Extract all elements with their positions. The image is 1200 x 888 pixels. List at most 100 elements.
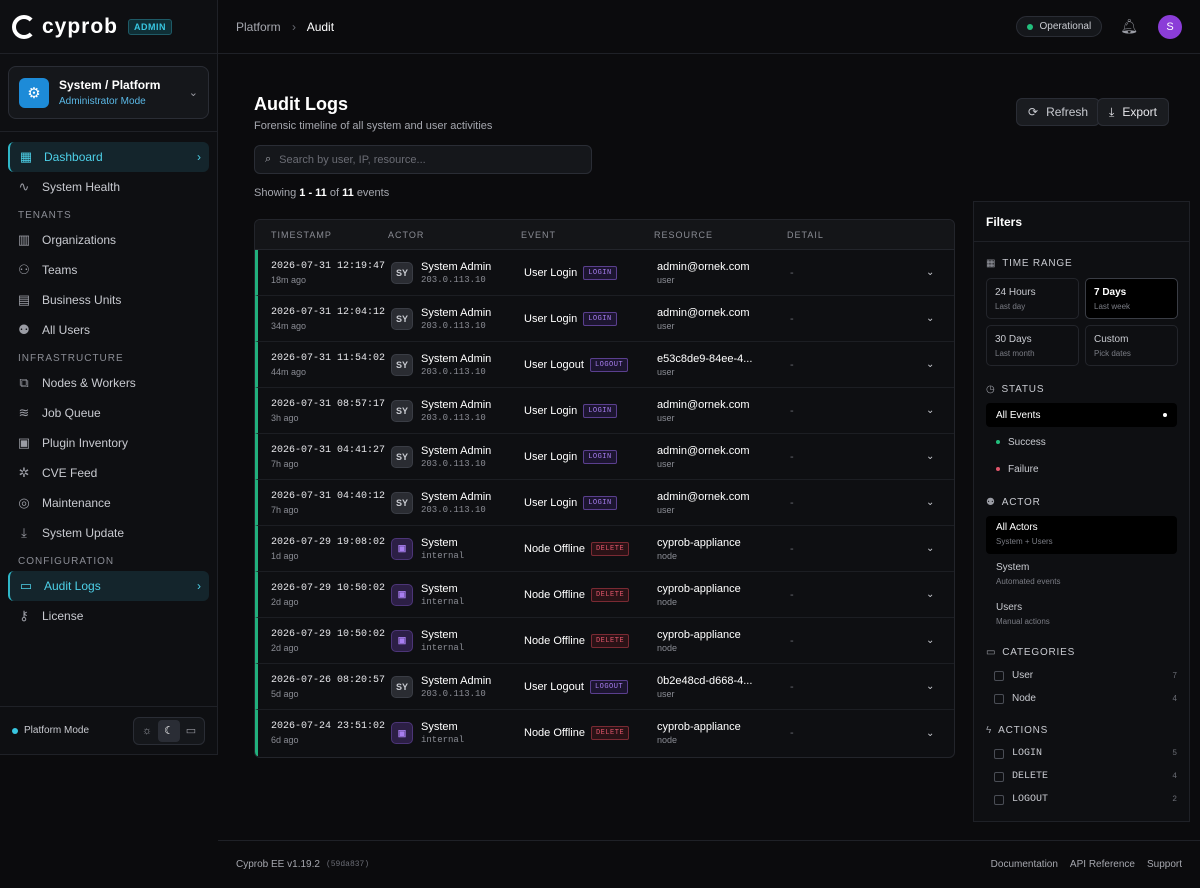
- chevron-down-icon[interactable]: ⌄: [926, 589, 935, 600]
- timestamp-cell: 2026-07-31 08:57:17 3h ago: [258, 399, 391, 423]
- table-row[interactable]: 2026-07-31 08:57:17 3h ago SY System Admin 2…: [255, 388, 954, 434]
- actor-option-users[interactable]: Users Manual actions: [986, 596, 1177, 634]
- event-action-badge: LOGIN: [583, 495, 617, 510]
- brand[interactable]: cyprob ADMIN: [0, 0, 217, 54]
- category-user-checkbox[interactable]: User 7: [994, 664, 1177, 687]
- sidebar-item-system-update[interactable]: ⤓ System Update: [8, 518, 209, 548]
- timestamp: 2026-07-31 12:19:47: [271, 260, 386, 272]
- sidebar-item-job-queue[interactable]: ≋ Job Queue: [8, 398, 209, 428]
- refresh-button[interactable]: ⟳ Refresh: [1016, 98, 1101, 126]
- sidebar-item-organizations[interactable]: ▥ Organizations: [8, 225, 209, 255]
- table-row[interactable]: 2026-07-31 12:04:12 34m ago SY System Admin…: [255, 296, 954, 342]
- sidebar-item-cve-feed[interactable]: ✲ CVE Feed: [8, 458, 209, 488]
- sidebar-item-nodes-workers[interactable]: ⧉ Nodes & Workers: [8, 368, 209, 398]
- footer-link-support[interactable]: Support: [1146, 859, 1182, 870]
- moon-icon[interactable]: ☾: [158, 719, 180, 742]
- chevron-down-icon[interactable]: ⌄: [926, 635, 935, 646]
- bell-icon[interactable]: 🔔︎: [1120, 18, 1138, 34]
- actor-option-system[interactable]: System Automated events: [986, 556, 1177, 594]
- chevron-down-icon[interactable]: ⌄: [926, 405, 935, 416]
- checkbox[interactable]: [994, 771, 1004, 782]
- table-row[interactable]: 2026-07-31 04:40:12 7h ago SY System Admin 2…: [255, 480, 954, 526]
- checkbox[interactable]: [994, 748, 1004, 759]
- column-header-actor[interactable]: ACTOR: [388, 229, 425, 240]
- table-row[interactable]: 2026-07-29 19:08:02 1d ago ▣ System internal…: [255, 526, 954, 572]
- table-row[interactable]: 2026-07-31 04:41:27 7h ago SY System Admin 2…: [255, 434, 954, 480]
- table-row[interactable]: 2026-07-29 10:50:02 2d ago ▣ System internal…: [255, 618, 954, 664]
- resource-cell: cyprob-appliance node: [657, 583, 790, 607]
- status-option-failure[interactable]: Failure: [986, 457, 1177, 481]
- category-node-checkbox[interactable]: Node 4: [994, 687, 1177, 710]
- timestamp: 2026-07-31 12:04:12: [271, 306, 386, 318]
- footer-link-documentation[interactable]: Documentation: [990, 859, 1058, 870]
- chevron-down-icon[interactable]: ⌄: [926, 451, 935, 462]
- time-option-custom[interactable]: Custom Pick dates: [1085, 325, 1178, 366]
- time-option-label: 24 Hours: [995, 287, 1036, 298]
- chevron-down-icon[interactable]: ⌄: [926, 267, 935, 278]
- chevron-down-icon[interactable]: ⌄: [926, 727, 935, 739]
- resource-cell: admin@ornek.com user: [657, 491, 790, 515]
- time-range-options: 24 Hours Last day 7 Days Last week 30 Da…: [974, 278, 1189, 366]
- sidebar-item-system-health[interactable]: ∿ System Health: [8, 172, 209, 202]
- context-subtitle: Administrator Mode: [59, 96, 146, 107]
- showing-total: 11: [342, 187, 354, 199]
- sidebar-item-license[interactable]: ⚷ License: [8, 601, 209, 631]
- breadcrumb-root[interactable]: Platform: [236, 19, 281, 34]
- relative-time: 3h ago: [271, 412, 299, 423]
- action-delete-checkbox[interactable]: DELETE 4: [994, 765, 1177, 788]
- actor-cell: SY System Admin 203.0.113.10: [391, 675, 524, 699]
- status-option-all[interactable]: All Events: [986, 403, 1177, 427]
- column-header-detail[interactable]: DETAIL: [787, 229, 824, 240]
- actor-initials: SY: [395, 313, 408, 324]
- status-option-success[interactable]: Success: [986, 430, 1177, 454]
- actor-source: 203.0.113.10: [421, 320, 486, 331]
- action-logout-checkbox[interactable]: LOGOUT 2: [994, 788, 1177, 811]
- checkbox[interactable]: [994, 693, 1004, 704]
- category-label: Node: [1012, 693, 1036, 704]
- checkbox[interactable]: [994, 670, 1004, 681]
- sidebar-item-dashboard[interactable]: ▦ Dashboard ›: [8, 142, 209, 172]
- column-header-timestamp[interactable]: TIMESTAMP: [271, 229, 332, 240]
- column-header-event[interactable]: EVENT: [521, 229, 557, 240]
- sidebar-item-business-units[interactable]: ▤ Business Units: [8, 285, 209, 315]
- sidebar-item-label: System Health: [42, 180, 121, 194]
- footer-link-api-reference[interactable]: API Reference: [1069, 859, 1135, 870]
- sidebar-item-teams[interactable]: ⚇ Teams: [8, 255, 209, 285]
- sidebar-item-audit-logs[interactable]: ▭ Audit Logs ›: [8, 571, 209, 601]
- system-status-badge[interactable]: Operational: [1015, 16, 1103, 37]
- actor-option-all[interactable]: All Actors System + Users: [986, 516, 1177, 554]
- sun-icon[interactable]: ☼: [141, 724, 153, 737]
- chevron-down-icon[interactable]: ⌄: [926, 681, 935, 692]
- sidebar-item-all-users[interactable]: ⚉ All Users: [8, 315, 209, 345]
- chevron-down-icon[interactable]: ⌄: [926, 543, 935, 554]
- chevron-down-icon[interactable]: ⌄: [926, 497, 935, 508]
- monitor-icon[interactable]: ▭: [185, 725, 197, 737]
- event-cell: User Login LOGIN: [524, 265, 657, 280]
- actor-initials: SY: [395, 681, 408, 692]
- column-header-resource[interactable]: RESOURCE: [654, 229, 714, 240]
- table-row[interactable]: 2026-07-26 08:20:57 5d ago SY System Admin 2…: [255, 664, 954, 710]
- time-option-30d[interactable]: 30 Days Last month: [986, 325, 1079, 366]
- chevron-down-icon[interactable]: ⌄: [926, 313, 935, 324]
- chevron-down-icon[interactable]: ⌄: [926, 359, 935, 370]
- download-icon: ⤓: [21, 525, 27, 540]
- timestamp: 2026-07-26 08:20:57: [271, 674, 386, 686]
- time-option-24h[interactable]: 24 Hours Last day: [986, 278, 1079, 319]
- export-button[interactable]: ⤓ Export: [1097, 98, 1169, 126]
- checkbox[interactable]: [994, 794, 1004, 805]
- sidebar-item-maintenance[interactable]: ◎ Maintenance: [8, 488, 209, 518]
- actor-initials: SY: [395, 267, 408, 278]
- table-row[interactable]: 2026-07-24 23:51:02 6d ago ▣ System internal…: [255, 710, 954, 756]
- search-input[interactable]: [279, 153, 560, 166]
- table-row[interactable]: 2026-07-29 10:50:02 2d ago ▣ System internal…: [255, 572, 954, 618]
- avatar[interactable]: S: [1158, 14, 1182, 39]
- time-option-7d[interactable]: 7 Days Last week: [1085, 278, 1178, 319]
- table-row[interactable]: 2026-07-31 11:54:02 44m ago SY System Admin…: [255, 342, 954, 388]
- sidebar-item-plugin-inventory[interactable]: ▣ Plugin Inventory: [8, 428, 209, 458]
- action-login-checkbox[interactable]: LOGIN 5: [994, 742, 1177, 765]
- table-row[interactable]: 2026-07-31 12:19:47 18m ago SY System Admin…: [255, 250, 954, 296]
- time-option-label: 30 Days: [995, 334, 1032, 345]
- event-action-badge: LOGIN: [583, 311, 617, 326]
- context-switcher[interactable]: ⚙ System / Platform Administrator Mode ⌄: [8, 66, 209, 119]
- relative-time: 7h ago: [271, 504, 299, 515]
